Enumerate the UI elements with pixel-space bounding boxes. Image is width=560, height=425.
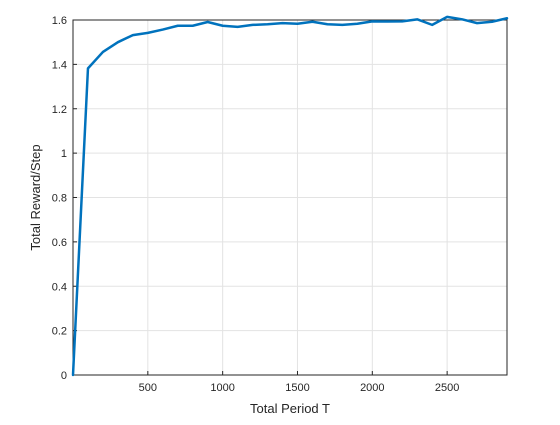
axis-ticks: 0 0.2 0.4 0.6 0.8 1 1.2 1.4 1.6 500 1000 1500 2000 25…: [52, 15, 460, 394]
x-tick-label: 1500: [285, 382, 309, 394]
x-tick-label: 500: [139, 382, 157, 394]
y-tick-label: 1.6: [52, 15, 67, 27]
x-tick-label: 2000: [360, 382, 384, 394]
series-layer: [71, 15, 509, 377]
series-line-0: [71, 15, 509, 377]
y-tick-label: 1.2: [52, 104, 67, 116]
y-tick-label: 0: [61, 370, 67, 382]
y-axis-title: Total Reward/Step: [28, 144, 43, 250]
x-axis-title: Total Period T: [250, 401, 330, 416]
gridlines: [73, 19, 507, 376]
y-tick-label: 0.4: [52, 281, 67, 293]
y-tick-label: 1.4: [52, 59, 67, 71]
y-tick-label: 0.6: [52, 237, 67, 249]
y-tick-label: 0.2: [52, 326, 67, 338]
y-tick-label: 1: [61, 148, 67, 160]
y-tick-label: 0.8: [52, 193, 67, 205]
x-tick-label: 2500: [435, 382, 459, 394]
x-tick-label: 1000: [210, 382, 234, 394]
